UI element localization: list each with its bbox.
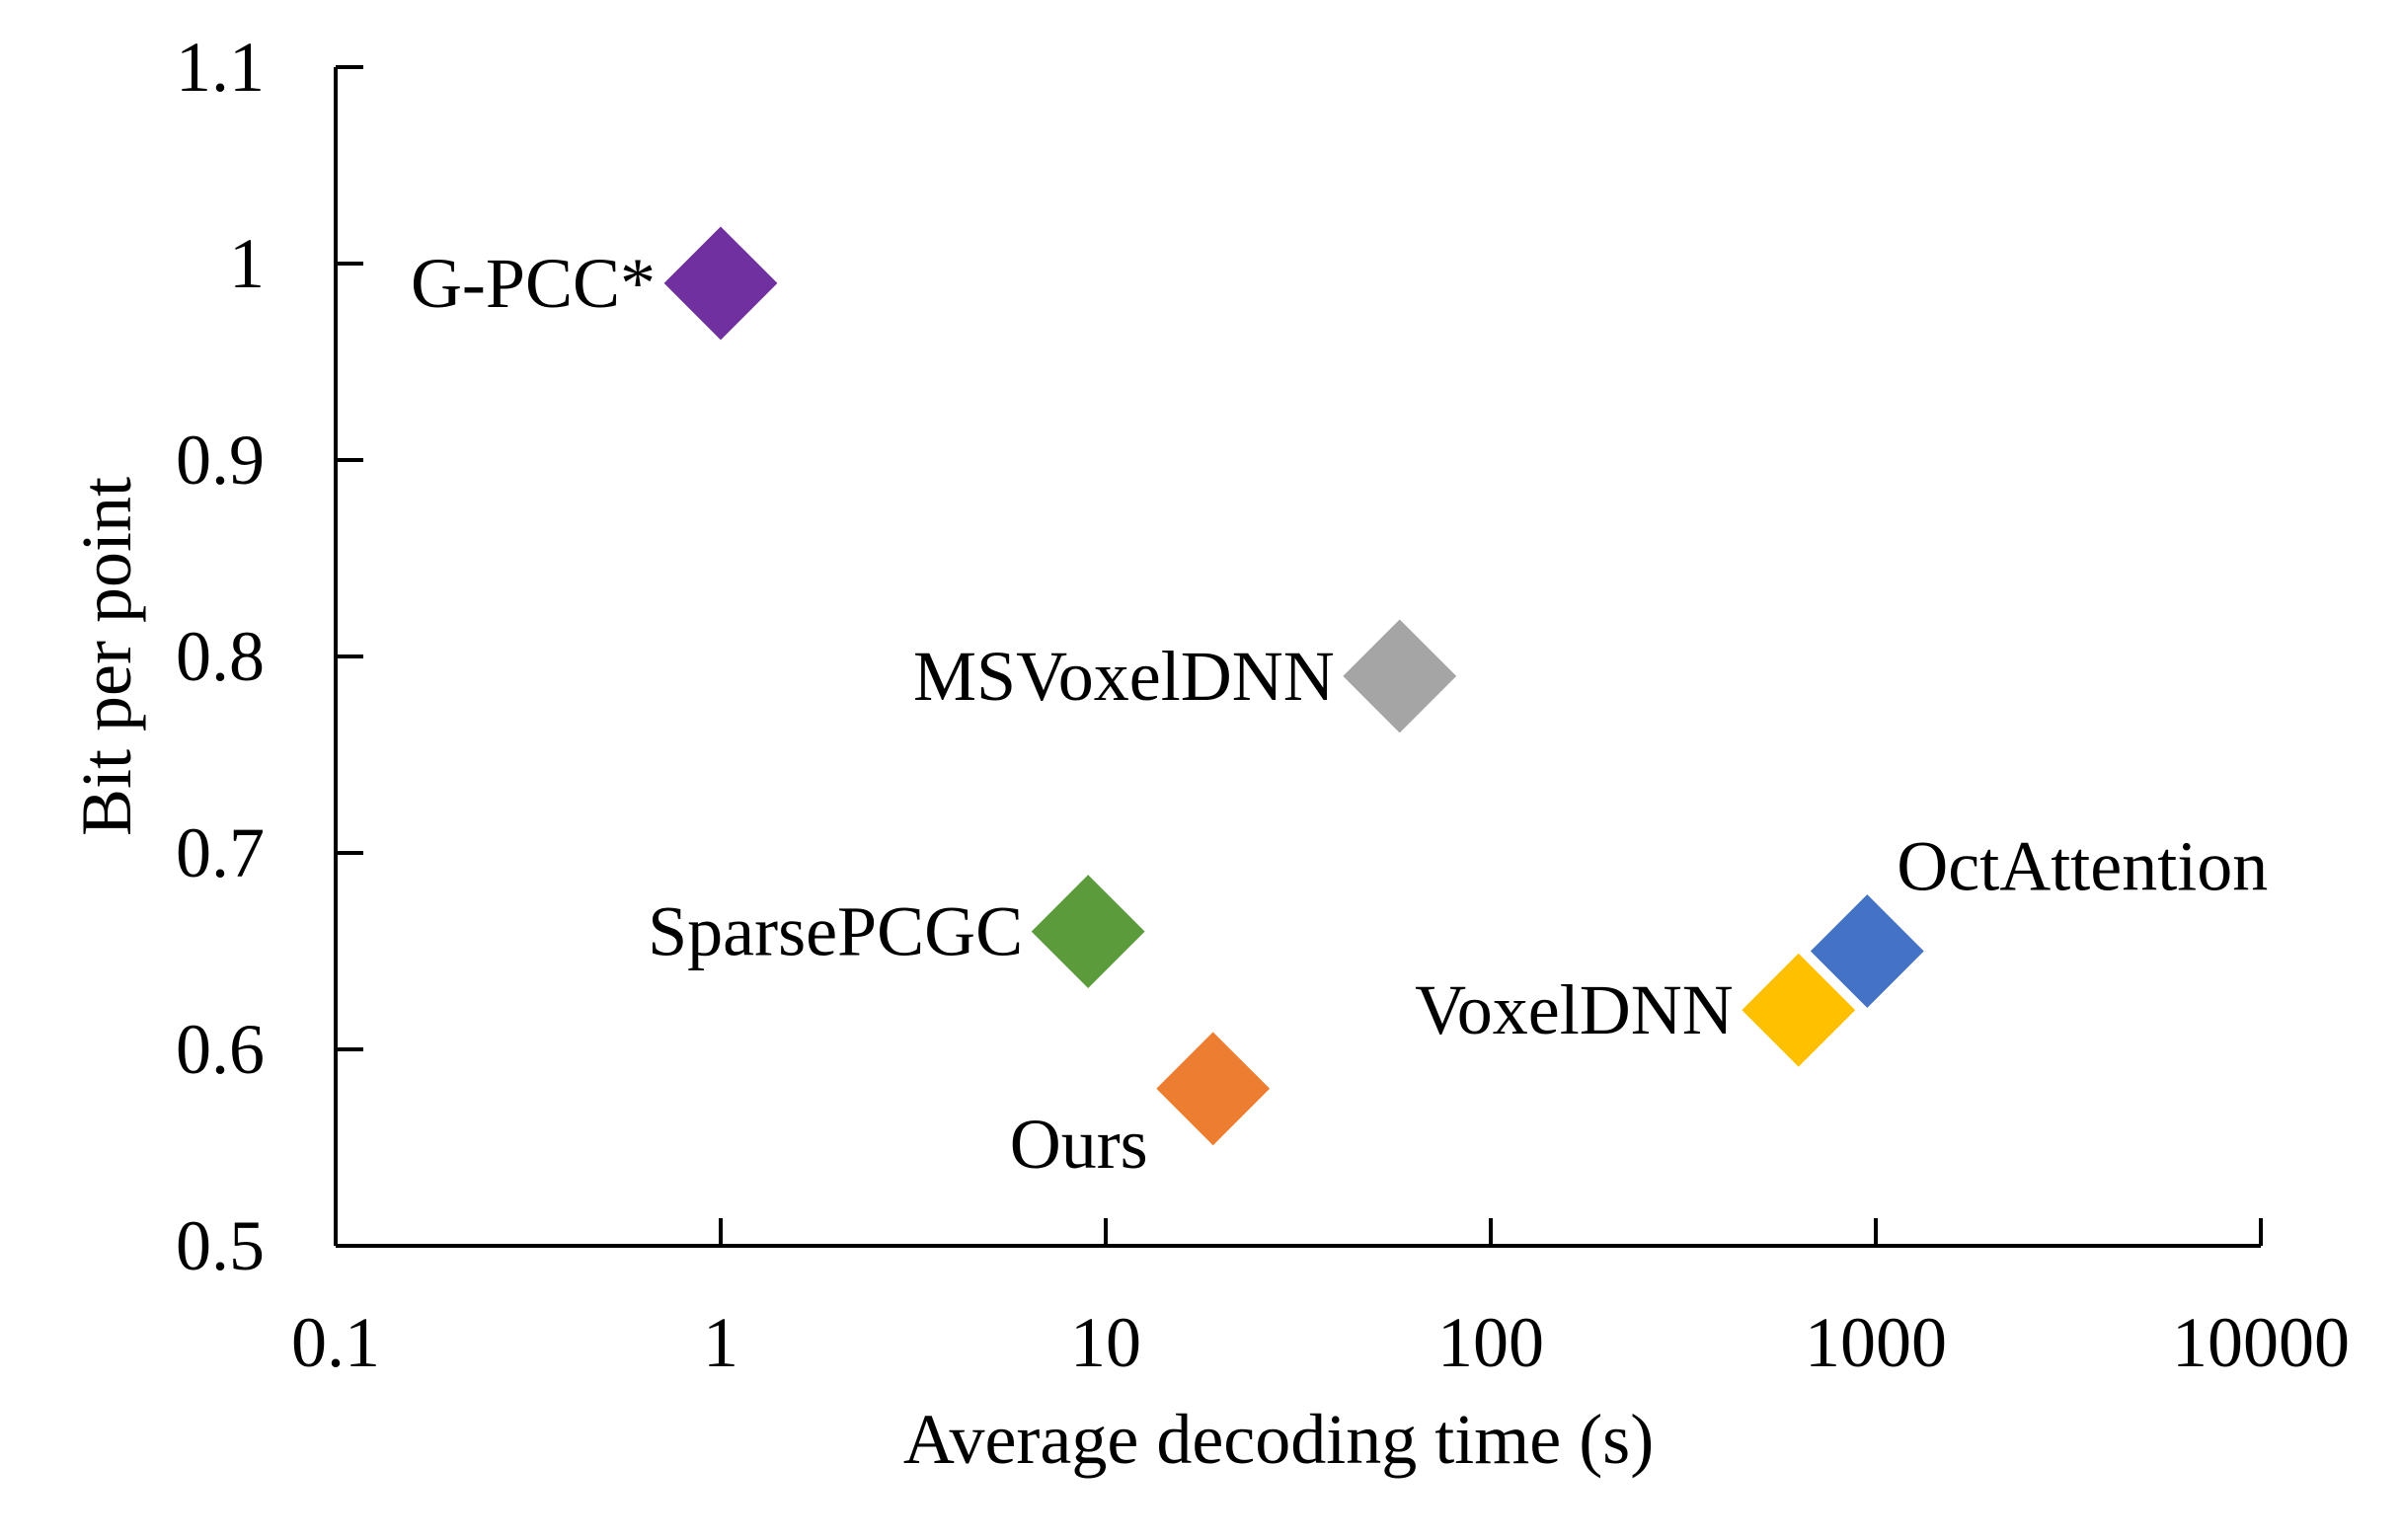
x-tick-label: 1	[703, 1303, 738, 1382]
x-tick-label: 0.1	[291, 1303, 380, 1382]
x-tick-label: 10	[1070, 1303, 1141, 1382]
y-tick-label: 0.8	[176, 617, 265, 696]
y-tick-label: 0.6	[176, 1010, 265, 1089]
y-axis-title: Bit per point	[67, 477, 146, 836]
x-axis-title: Average decoding time (s)	[903, 1400, 1654, 1479]
data-label: G-PCC*	[411, 244, 656, 323]
data-point-voxeldnn	[1742, 953, 1856, 1067]
data-label: Ours	[1010, 1105, 1148, 1184]
y-tick-label: 0.7	[176, 813, 265, 892]
data-point-msvoxeldnn	[1343, 619, 1457, 733]
data-label: OctAttention	[1897, 827, 2268, 906]
y-tick-label: 1.1	[176, 28, 265, 107]
data-point-g-pcc	[663, 226, 778, 341]
x-tick-label: 10000	[2172, 1303, 2350, 1382]
x-tick-label: 1000	[1805, 1303, 1947, 1382]
data-label: SparsePCGC	[648, 892, 1023, 971]
data-point-octattention	[1810, 894, 1924, 1008]
data-label: MSVoxelDNN	[913, 637, 1335, 716]
x-tick-label: 100	[1437, 1303, 1544, 1382]
data-point-ours	[1156, 1032, 1271, 1146]
y-tick-label: 0.9	[176, 421, 265, 500]
data-label: VoxelDNN	[1415, 970, 1734, 1049]
y-tick-label: 0.5	[176, 1206, 265, 1285]
y-ticks: 0.5 0.6 0.7 0.8 0.9 1 1.1	[176, 28, 363, 1285]
y-tick-label: 1	[229, 224, 265, 303]
data-point-sparsepcgc	[1031, 875, 1145, 989]
data-points: G-PCC* MSVoxelDNN SparsePCGC Ours VoxelDNN Oc…	[411, 226, 2268, 1184]
x-ticks: 0.1 1 10 100 1000 10000	[291, 1218, 2350, 1382]
